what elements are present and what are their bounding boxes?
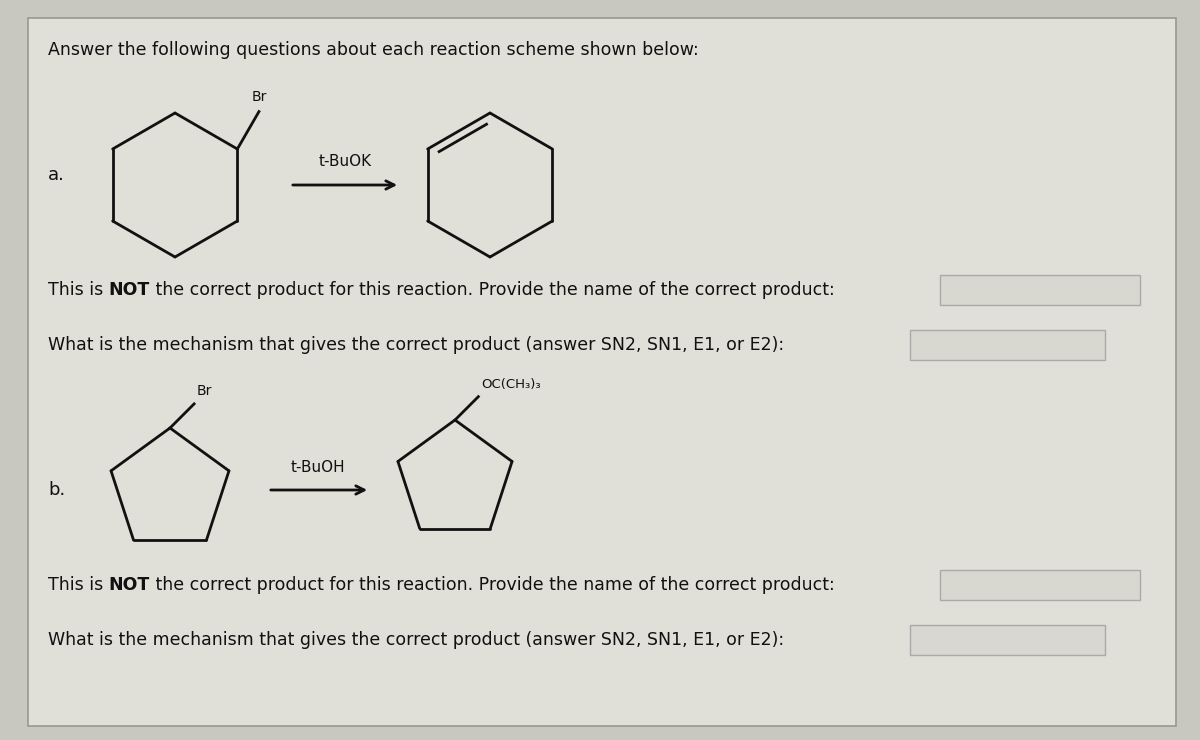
- Text: What is the mechanism that gives the correct product (answer SN2, SN1, E1, or E2: What is the mechanism that gives the cor…: [48, 631, 784, 649]
- Text: NOT: NOT: [109, 281, 150, 299]
- Bar: [910, 625, 1105, 655]
- Text: NOT: NOT: [109, 576, 150, 594]
- Text: a.: a.: [48, 166, 65, 184]
- Text: This is: This is: [48, 576, 109, 594]
- Text: What is the mechanism that gives the correct product (answer SN2, SN1, E1, or E2: What is the mechanism that gives the cor…: [48, 336, 784, 354]
- Text: This is: This is: [48, 281, 109, 299]
- Text: b.: b.: [48, 481, 65, 499]
- Text: Br: Br: [251, 90, 266, 104]
- Text: t-BuOH: t-BuOH: [290, 460, 346, 474]
- Text: Answer the following questions about each reaction scheme shown below:: Answer the following questions about eac…: [48, 41, 698, 59]
- Text: OC(CH₃)₃: OC(CH₃)₃: [481, 377, 541, 391]
- Text: the correct product for this reaction. Provide the name of the correct product:: the correct product for this reaction. P…: [150, 281, 835, 299]
- Bar: [940, 570, 1140, 600]
- Text: the correct product for this reaction. Provide the name of the correct product:: the correct product for this reaction. P…: [150, 576, 835, 594]
- Text: Br: Br: [197, 384, 212, 398]
- Text: t-BuOK: t-BuOK: [318, 155, 372, 169]
- Bar: [910, 330, 1105, 360]
- Bar: [940, 275, 1140, 305]
